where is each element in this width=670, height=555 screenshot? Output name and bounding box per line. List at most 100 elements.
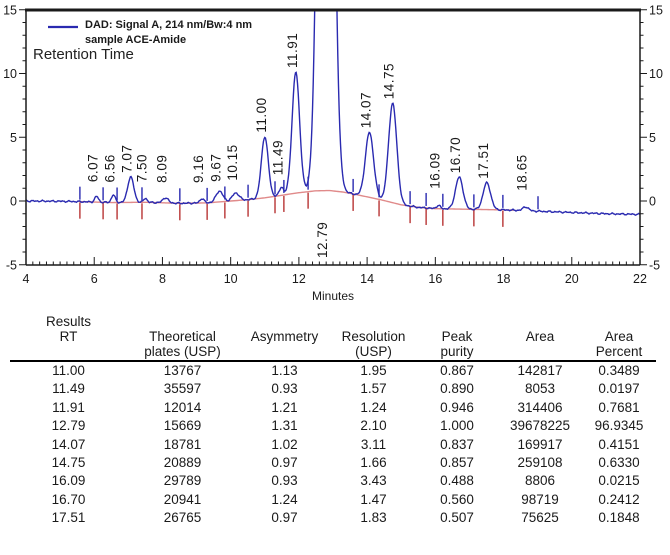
table-cell: 98719 <box>521 491 559 507</box>
table-cell: 17.51 <box>51 510 86 526</box>
table-cell: 13767 <box>163 363 202 378</box>
table-cell: 0.97 <box>271 510 298 526</box>
table-cell: 11.49 <box>52 381 85 397</box>
header-line: Theoretical <box>149 329 216 344</box>
table-cell: 0.93 <box>271 473 298 489</box>
table-cell: 0.946 <box>440 399 474 415</box>
table-cell: 0.0197 <box>598 381 640 397</box>
results-column-header: Area <box>498 312 582 362</box>
header-line <box>127 314 238 329</box>
table-cell: 1.83 <box>360 510 387 526</box>
table-cell: 1.47 <box>360 491 387 507</box>
results-table-body: 11.00 13767 1.13 1.95 0.867 142817 0.3489 11.49… <box>10 361 656 528</box>
peak-label: 10.15 <box>225 144 240 180</box>
table-row: 11.91 12014 1.21 1.24 0.946 314406 0.7681 <box>10 399 656 417</box>
peak-label: 7.07 <box>120 145 135 173</box>
header-line: Area <box>525 329 555 344</box>
table-cell: 3.11 <box>360 436 387 452</box>
table-cell: 0.1848 <box>598 510 640 526</box>
x-tick-label: 8 <box>159 272 166 286</box>
table-cell: 3.43 <box>360 473 387 489</box>
y-tick-label-right: -5 <box>649 258 660 272</box>
results-table: Results RT Theoretical plates (USP) Asymmetr… <box>10 312 656 528</box>
peak-label: 18.65 <box>515 154 530 190</box>
table-cell: 0.867 <box>440 363 474 378</box>
results-column-header: Peak purity <box>416 312 498 362</box>
results-table-header: Results RT Theoretical plates (USP) Asymmetr… <box>10 312 656 362</box>
table-cell: 16.70 <box>51 491 86 507</box>
header-line: RT <box>59 329 78 344</box>
peak-label: 7.50 <box>134 154 149 182</box>
table-cell: 39678225 <box>509 418 571 434</box>
y-tick-label-left: 0 <box>10 195 17 209</box>
table-cell: 142817 <box>517 363 563 378</box>
table-cell: 1.21 <box>271 399 298 415</box>
x-tick-label: 10 <box>224 272 238 286</box>
table-cell: 0.890 <box>440 381 474 397</box>
table-cell: 1.02 <box>271 436 298 452</box>
peak-label: 11.91 <box>285 33 300 68</box>
header-line: plates (USP) <box>144 344 221 359</box>
table-row: 14.07 18781 1.02 3.11 0.837 169917 0.4151 <box>10 436 656 454</box>
peak-label: 16.09 <box>427 152 442 188</box>
peak-label: 16.70 <box>448 137 463 173</box>
table-cell: 16.09 <box>51 473 86 489</box>
y-tick-label-left: 5 <box>10 131 17 145</box>
table-cell: 35597 <box>163 381 202 397</box>
table-cell: 1.31 <box>271 418 298 434</box>
table-cell: 0.93 <box>271 381 298 397</box>
header-line <box>582 314 656 329</box>
header-line: purity <box>440 344 474 359</box>
table-cell: 20941 <box>163 491 202 507</box>
peak-label: 17.51 <box>476 143 491 179</box>
header-line <box>10 344 127 359</box>
table-cell: 75625 <box>521 510 559 526</box>
header-line: (USP) <box>355 344 392 359</box>
table-cell: 0.7681 <box>598 399 640 415</box>
table-row: 14.75 20889 0.97 1.66 0.857 259108 0.6330 <box>10 454 656 472</box>
y-tick-label-right: 0 <box>649 195 656 209</box>
table-row: 11.49 35597 0.93 1.57 0.890 8053 0.0197 <box>10 380 656 398</box>
table-cell: 2.10 <box>360 418 387 434</box>
x-tick-label: 22 <box>633 272 647 286</box>
peak-label: 14.07 <box>359 92 374 128</box>
table-cell: 96.9345 <box>594 418 644 434</box>
table-cell: 0.3489 <box>598 363 640 378</box>
results-column-header: Asymmetry <box>238 312 331 362</box>
table-cell: 1.95 <box>360 363 387 378</box>
table-cell: 18781 <box>163 436 202 452</box>
peak-label: 6.56 <box>102 154 117 182</box>
table-cell: 8053 <box>524 381 556 397</box>
y-tick-label-right: 15 <box>649 3 663 17</box>
legend-series-line1: DAD: Signal A, 214 nm/Bw:4 nm <box>85 19 252 31</box>
table-cell: 0.560 <box>440 491 474 507</box>
results-column-header: Theoretical plates (USP) <box>127 312 238 362</box>
x-tick-label: 16 <box>428 272 442 286</box>
y-tick-label-right: 5 <box>649 131 656 145</box>
results-column-header: Resolution (USP) <box>331 312 416 362</box>
table-cell: 169917 <box>517 436 563 452</box>
legend-series-line2: sample ACE-Amide <box>85 34 186 46</box>
table-cell: 0.4151 <box>598 436 640 452</box>
peak-label: 11.00 <box>254 97 269 132</box>
peak-label: 14.75 <box>382 63 397 99</box>
table-cell: 259108 <box>517 455 563 471</box>
header-line <box>416 314 498 329</box>
table-cell: 1.66 <box>360 455 387 471</box>
table-cell: 0.6330 <box>598 455 640 471</box>
table-cell: 20889 <box>163 455 202 471</box>
table-cell: 0.0215 <box>598 473 640 489</box>
table-row: 12.79 15669 1.31 2.10 1.000 39678225 96.9345 <box>10 417 656 435</box>
y-tick-label-left: 15 <box>3 3 17 17</box>
table-cell: 1.000 <box>440 418 474 434</box>
header-line: Percent <box>595 344 643 359</box>
results-column-header: Results RT <box>10 312 127 362</box>
table-cell: 0.507 <box>440 510 474 526</box>
header-line <box>498 314 582 329</box>
table-row: 16.09 29789 0.93 3.43 0.488 8806 0.0215 <box>10 472 656 490</box>
peak-label: 6.07 <box>86 154 101 182</box>
peak-label: 9.67 <box>208 154 223 182</box>
table-cell: 11.91 <box>52 399 85 415</box>
header-line: Area <box>604 329 634 344</box>
